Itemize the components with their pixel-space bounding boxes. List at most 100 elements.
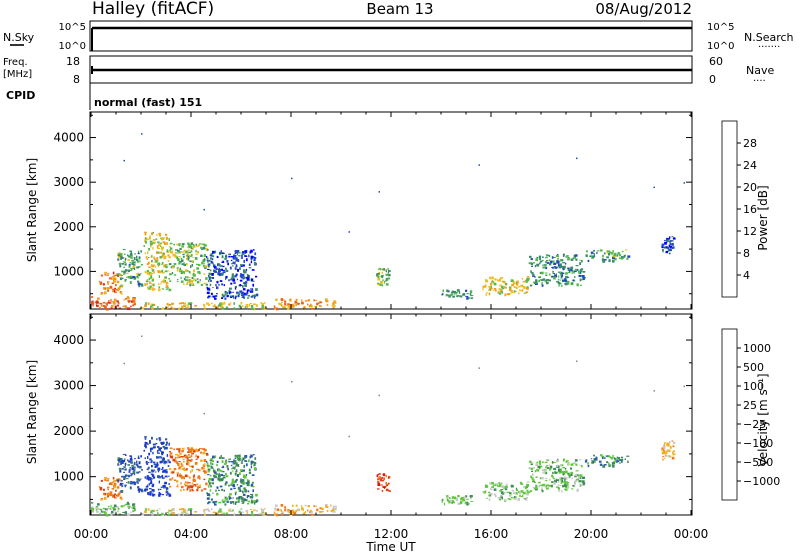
- scatter-cell: [586, 250, 588, 253]
- scatter-cell: [491, 280, 494, 283]
- scatter-cell: [212, 250, 215, 254]
- scatter-cell: [557, 263, 560, 267]
- scatter-cell: [137, 455, 140, 458]
- scatter-cell: [197, 278, 199, 280]
- scatter-cell: [552, 476, 554, 478]
- scatter-cell: [253, 249, 255, 251]
- scatter-cell: [572, 485, 575, 487]
- scatter-cell: [165, 285, 169, 288]
- cpid-value: normal (fast) 151: [94, 96, 202, 109]
- colorbar-tick-label: 500: [743, 361, 764, 374]
- scatter-cell: [492, 289, 495, 291]
- scatter-cell: [251, 493, 254, 497]
- scatter-cell: [552, 478, 555, 480]
- scatter-cell: [113, 289, 116, 293]
- scatter-cell: [509, 293, 512, 295]
- scatter-cell: [321, 507, 324, 510]
- scatter-cell: [252, 509, 256, 511]
- scatter-cell: [238, 252, 241, 254]
- scatter-cell: [291, 511, 295, 514]
- scatter-cell: [664, 239, 666, 242]
- scatter-cell: [618, 457, 620, 460]
- scatter-cell: [221, 499, 224, 503]
- scatter-cell: [138, 284, 141, 288]
- scatter-cell: [233, 282, 236, 284]
- scatter-cell: [207, 474, 210, 476]
- scatter-cell: [519, 289, 521, 292]
- scatter-cell: [173, 243, 175, 246]
- scatter-cell: [670, 246, 672, 249]
- scatter-cell: [451, 290, 455, 294]
- scatter-cell: [582, 277, 585, 280]
- scatter-cell: [282, 305, 284, 309]
- scatter-cell: [248, 279, 251, 281]
- scatter-cell: [570, 473, 573, 476]
- scatter-cell: [666, 449, 670, 451]
- scatter-cell: [91, 302, 95, 305]
- scatter-cell: [95, 302, 98, 305]
- scatter-cell: [189, 260, 192, 262]
- scatter-cell: [187, 464, 190, 466]
- scatter-cell: [325, 504, 328, 506]
- scatter-cell: [211, 277, 215, 279]
- scatter-cell: [527, 491, 531, 494]
- scatter-cell: [385, 474, 387, 478]
- scatter-cell: [242, 483, 244, 485]
- scatter-cell: [133, 461, 136, 465]
- scatter-cell: [154, 266, 157, 268]
- scatter-cell: [236, 278, 239, 281]
- scatter-cell: [224, 290, 227, 294]
- scatter-cell: [532, 481, 535, 483]
- scatter-cell: [133, 508, 136, 512]
- scatter-cell: [250, 494, 253, 496]
- scatter-cell: [517, 497, 521, 501]
- scatter-cell: [190, 242, 194, 245]
- scatter-cell: [106, 287, 110, 290]
- scatter-cell: [216, 281, 218, 284]
- scatter-cell: [207, 296, 210, 299]
- scatter-cell: [526, 489, 529, 492]
- scatter-cell: [287, 303, 290, 305]
- scatter-cell: [493, 282, 497, 286]
- scatter-cell: [388, 476, 391, 479]
- scatter-cell: [163, 264, 166, 268]
- scatter-cell: [623, 254, 626, 257]
- scatter-cell: [172, 507, 175, 511]
- scatter-cell: [240, 264, 243, 267]
- scatter-cell: [542, 259, 544, 262]
- scatter-cell: [203, 459, 207, 462]
- scatter-cell: [311, 307, 315, 310]
- scatter-cell: [112, 290, 115, 293]
- scatter-cell: [580, 268, 584, 270]
- scatter-cell: [279, 510, 282, 512]
- scatter-cell: [211, 508, 213, 511]
- scatter-cell: [553, 256, 556, 258]
- scatter-cell: [192, 273, 195, 276]
- scatter-cell: [242, 276, 246, 280]
- scatter-cell: [626, 257, 629, 260]
- scatter-cell: [191, 465, 194, 468]
- scatter-cell: [539, 484, 542, 486]
- scatter-cell: [491, 481, 494, 485]
- colorbar-tick-label: 25: [743, 399, 757, 412]
- scatter-cell: [180, 456, 184, 458]
- scatter-cell: [165, 288, 168, 291]
- scatter-cell: [99, 281, 103, 285]
- scatter-cell: [669, 240, 671, 244]
- scatter-cell: [180, 511, 184, 515]
- scatter-cell: [165, 446, 168, 450]
- colorbar-frame: [721, 328, 738, 501]
- scatter-cell: [385, 280, 387, 282]
- scatter-cell: [152, 470, 154, 473]
- scatter-cell: [549, 260, 553, 264]
- scatter-cell: [178, 508, 182, 511]
- scatter-cell: [377, 268, 379, 271]
- scatter-cell: [247, 495, 250, 498]
- scatter-cell: [206, 460, 208, 463]
- scatter-cell: [557, 480, 560, 483]
- scatter-cell: [456, 499, 459, 502]
- scatter-cell: [202, 260, 206, 263]
- scatter-cell: [150, 268, 154, 270]
- scatter-cell: [137, 482, 139, 484]
